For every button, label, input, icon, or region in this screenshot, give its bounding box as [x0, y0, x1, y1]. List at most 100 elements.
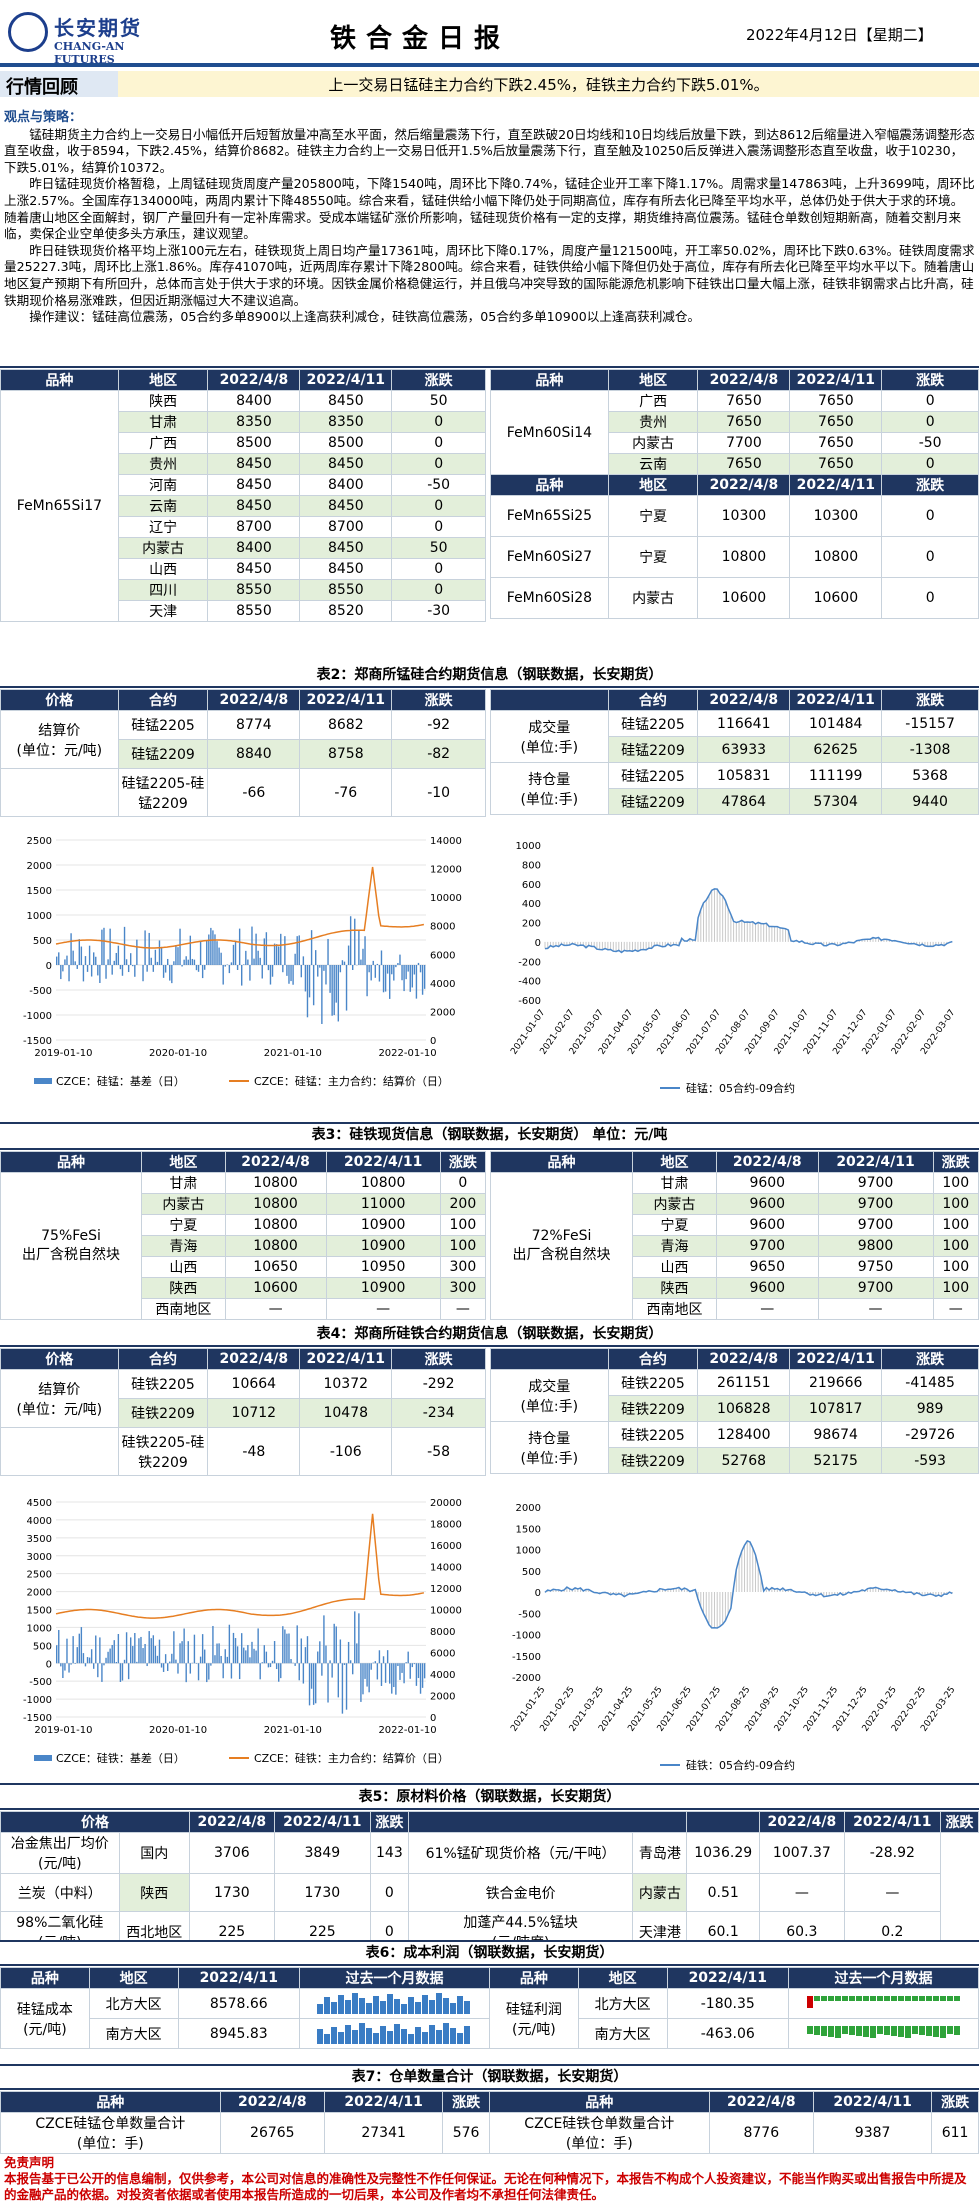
table-futures-price: 价格 合约 2022/4/8 2022/4/11 涨跌 结算价 (单位：元/吨) 硅铁2205… [0, 1348, 486, 1476]
basis-bar [325, 965, 327, 985]
spark-bar [345, 2000, 352, 2014]
table-cell: 硅铁2205 [117, 1369, 209, 1399]
basis-bar [290, 1659, 292, 1664]
basis-bar [364, 1663, 366, 1679]
table-row: 辽宁 8700 8700 0 [1, 516, 486, 538]
table-cell: 8840 [207, 739, 301, 769]
spark-bar [827, 1995, 834, 2001]
basis-bar [97, 1663, 99, 1678]
basis-bar [136, 939, 138, 965]
basis-bar [345, 965, 348, 1011]
basis-bar [304, 965, 307, 992]
basis-bar [296, 936, 298, 965]
basis-bar [220, 952, 222, 965]
table-caption: 表4：郑商所硅铁合约期货信息（钢联数据，长安期货） [0, 1323, 979, 1345]
spark-bar [443, 1998, 450, 2014]
settle-price-line [55, 866, 425, 949]
report-header: 长安期货 CHANG-AN FUTURES 铁合金日报 2022年4月12日【星… [0, 0, 979, 66]
basis-bar [386, 965, 389, 974]
y-tick-label: 500 [33, 936, 52, 947]
spark-bar [869, 1995, 876, 2001]
table-cell: 8450 [299, 495, 393, 517]
basis-bar [255, 933, 257, 965]
table-cell: 100 [932, 1214, 979, 1236]
basis-bar [296, 1625, 298, 1664]
basis-bar [60, 1663, 62, 1667]
table-cell: 涨跌 [442, 2091, 490, 2113]
basis-bar [389, 965, 391, 999]
basis-bar [177, 1663, 179, 1674]
table-cell: 52768 [697, 1447, 791, 1474]
table-header-row: 品种 2022/4/8 2022/4/11 涨跌 品种 2022/4/8 2022/4/11… [0, 2091, 979, 2113]
spark-bar [911, 2025, 918, 2034]
basis-bar [201, 965, 204, 979]
basis-bar [201, 1634, 204, 1664]
basis-bar [195, 965, 198, 971]
table-cell: 硅铁2205 [607, 1369, 699, 1396]
table-cell: -92 [391, 710, 486, 740]
basis-bar [127, 1663, 130, 1680]
table-cell: 101484 [789, 710, 883, 737]
basis-bar [395, 1663, 397, 1695]
basis-bar [78, 1633, 81, 1664]
basis-bar [265, 1651, 268, 1664]
basis-bar [376, 1663, 379, 1680]
basis-bar [142, 1648, 144, 1664]
table-cell [407, 1811, 688, 1833]
basis-bar [238, 928, 241, 965]
basis-bar [401, 965, 403, 981]
basis-bar [212, 930, 214, 965]
basis-bar [78, 939, 81, 965]
table-cell: 8776 [708, 2112, 815, 2154]
y-tick-label: -500 [29, 1677, 52, 1688]
table-cell: 128400 [697, 1421, 791, 1448]
spark-bar [429, 2000, 436, 2014]
basis-bar [354, 918, 356, 965]
basis-bar [386, 1650, 389, 1664]
table-row: 硅铁2209 106828 107817 989 [491, 1395, 979, 1422]
table-cell: 2022/4/8 [188, 1811, 275, 1833]
basis-bar [343, 1663, 346, 1665]
spark-bar [883, 2025, 890, 2035]
table-cell: 200 [439, 1193, 487, 1215]
table-row: 冶金焦出厂均价 (元/吨) 国内 3706 3849 143 61%锰矿现货价格（元/干吨）… [0, 1832, 979, 1874]
basis-bar [343, 961, 346, 965]
basis-bar [378, 1650, 381, 1664]
y2-tick-label: 10000 [430, 1606, 462, 1617]
basis-bar [312, 965, 315, 1006]
spark-bar [457, 1996, 464, 2014]
basis-bar [226, 1656, 229, 1664]
table-cell: 北方大区 [577, 1988, 668, 2019]
table-cell: -15157 [881, 710, 979, 737]
basis-bar [97, 965, 99, 976]
table-cell: 9700 [817, 1172, 934, 1194]
table-cell: 品种 [490, 369, 609, 391]
basis-bar [308, 965, 311, 998]
basis-bar [82, 1653, 85, 1664]
table-cell: 2022/4/8 [697, 369, 791, 391]
basis-bar [208, 934, 210, 965]
section-rule [0, 1940, 979, 1942]
basis-bar [382, 965, 385, 993]
basis-bar [136, 1661, 138, 1664]
table-cell: 9700 [716, 1235, 819, 1257]
basis-bar [234, 941, 237, 965]
table-cell: 甘肃 [141, 1172, 226, 1194]
table-cell: 2022/4/11 [813, 2091, 933, 2113]
spark-bar [422, 2032, 429, 2044]
spark-bar [890, 2025, 897, 2036]
basis-bar [72, 1636, 74, 1664]
fesi-basis-chart: -1500 -1000 -500 0 500 1000 1500 2000 2500 3000 35… [23, 1498, 462, 1765]
basis-bar [162, 1663, 165, 1672]
table-fesi-spot: 品种 地区 2022/4/8 2022/4/11 涨跌 75%FeSi 出厂含税自然块 甘肃 1… [0, 1151, 487, 1320]
table-cell: 10800 [224, 1172, 327, 1194]
table-row: 云南 7650 7650 0 [491, 453, 979, 475]
basis-bar [376, 963, 379, 965]
basis-bar [66, 955, 68, 965]
spark-bar [436, 1993, 443, 2014]
basis-bar [62, 965, 64, 972]
basis-bar [138, 1638, 140, 1664]
basis-bar [317, 1651, 319, 1664]
table-cell: -82 [391, 739, 486, 769]
table-cell: 内蒙古 [631, 1193, 718, 1215]
